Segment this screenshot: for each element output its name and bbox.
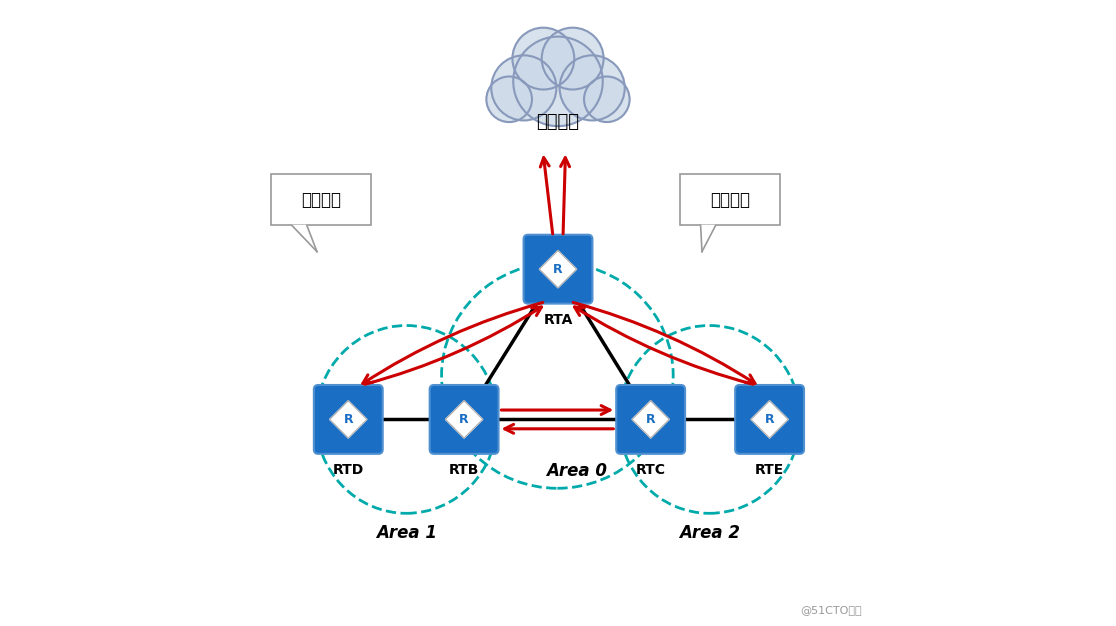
Circle shape [512,28,575,90]
Polygon shape [445,401,483,438]
FancyArrowPatch shape [363,302,542,384]
Text: 外部网络: 外部网络 [537,113,579,131]
Text: RTE: RTE [754,463,785,477]
Text: 传输区域: 传输区域 [710,191,750,208]
FancyBboxPatch shape [616,385,685,454]
Text: RTA: RTA [543,313,573,327]
FancyBboxPatch shape [523,235,593,304]
Circle shape [487,76,532,122]
FancyArrowPatch shape [574,302,756,384]
Text: R: R [460,413,469,426]
Text: Area 1: Area 1 [376,525,437,542]
Text: RTB: RTB [449,463,479,477]
FancyArrowPatch shape [365,307,541,384]
FancyArrowPatch shape [575,307,753,384]
Text: RTC: RTC [636,463,665,477]
Circle shape [559,55,625,120]
Polygon shape [329,401,367,438]
Circle shape [541,28,604,90]
Text: 末端区域: 末端区域 [301,191,341,208]
Circle shape [513,36,603,126]
FancyBboxPatch shape [271,174,372,225]
FancyArrowPatch shape [504,424,614,433]
Circle shape [513,36,603,126]
FancyBboxPatch shape [430,385,499,454]
Circle shape [584,76,629,122]
Text: @51CTO博客: @51CTO博客 [800,605,862,615]
Circle shape [491,55,557,120]
FancyArrowPatch shape [540,158,552,234]
FancyBboxPatch shape [735,385,804,454]
Polygon shape [291,225,317,252]
FancyBboxPatch shape [680,174,780,225]
Circle shape [512,28,575,90]
Text: RTD: RTD [333,463,364,477]
Text: R: R [646,413,655,426]
Text: Area 0: Area 0 [546,462,607,480]
FancyBboxPatch shape [314,385,383,454]
Text: R: R [554,263,562,275]
Polygon shape [632,401,670,438]
Polygon shape [701,225,715,252]
Polygon shape [539,250,577,288]
Circle shape [584,76,629,122]
Circle shape [559,55,625,120]
Text: Area 2: Area 2 [679,525,740,542]
Text: R: R [344,413,353,426]
Circle shape [487,76,532,122]
Circle shape [491,55,557,120]
Text: R: R [764,413,775,426]
FancyArrowPatch shape [501,406,610,414]
Circle shape [541,28,604,90]
Polygon shape [751,401,788,438]
FancyArrowPatch shape [560,158,569,234]
